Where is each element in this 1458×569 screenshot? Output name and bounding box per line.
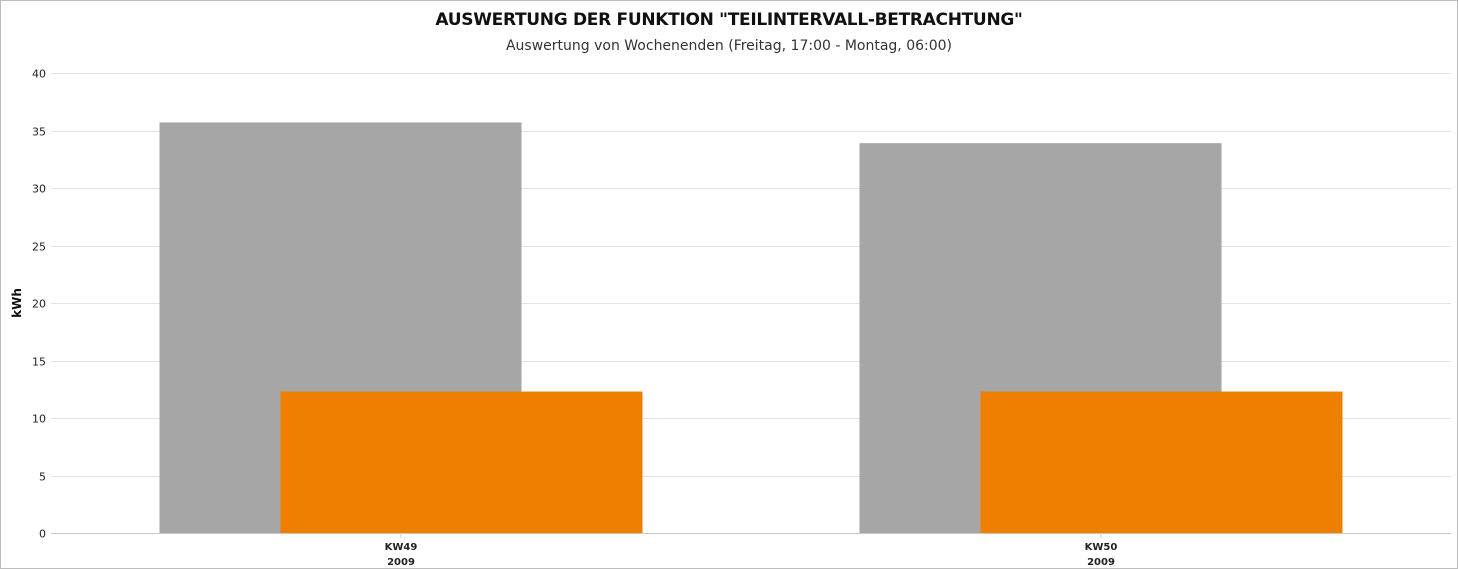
chart-subtitle: Auswertung von Wochenenden (Freitag, 17:… — [505, 38, 953, 54]
x-tick-label: KW49 — [385, 542, 418, 553]
x-tick-label: KW50 — [1085, 542, 1118, 553]
y-tick-label: 5 — [39, 471, 46, 484]
bar-orange — [980, 391, 1343, 533]
y-axis-title: kWh — [10, 288, 24, 318]
y-tick-label: 40 — [32, 68, 46, 81]
bar-orange — [280, 391, 643, 533]
y-tick-label: 25 — [32, 241, 46, 254]
y-tick-label: 30 — [32, 183, 46, 196]
y-tick-label: 20 — [32, 298, 46, 311]
x-tick-sublabel: 2009 — [1087, 557, 1115, 568]
y-tick-label: 15 — [32, 356, 46, 369]
y-tick-label: 0 — [39, 528, 46, 541]
x-tick-sublabel: 2009 — [387, 557, 415, 568]
chart-title: AUSWERTUNG DER FUNKTION "TEILINTERVALL-B… — [435, 10, 1023, 30]
y-tick-label: 10 — [32, 413, 46, 426]
y-tick-label: 35 — [32, 126, 46, 139]
